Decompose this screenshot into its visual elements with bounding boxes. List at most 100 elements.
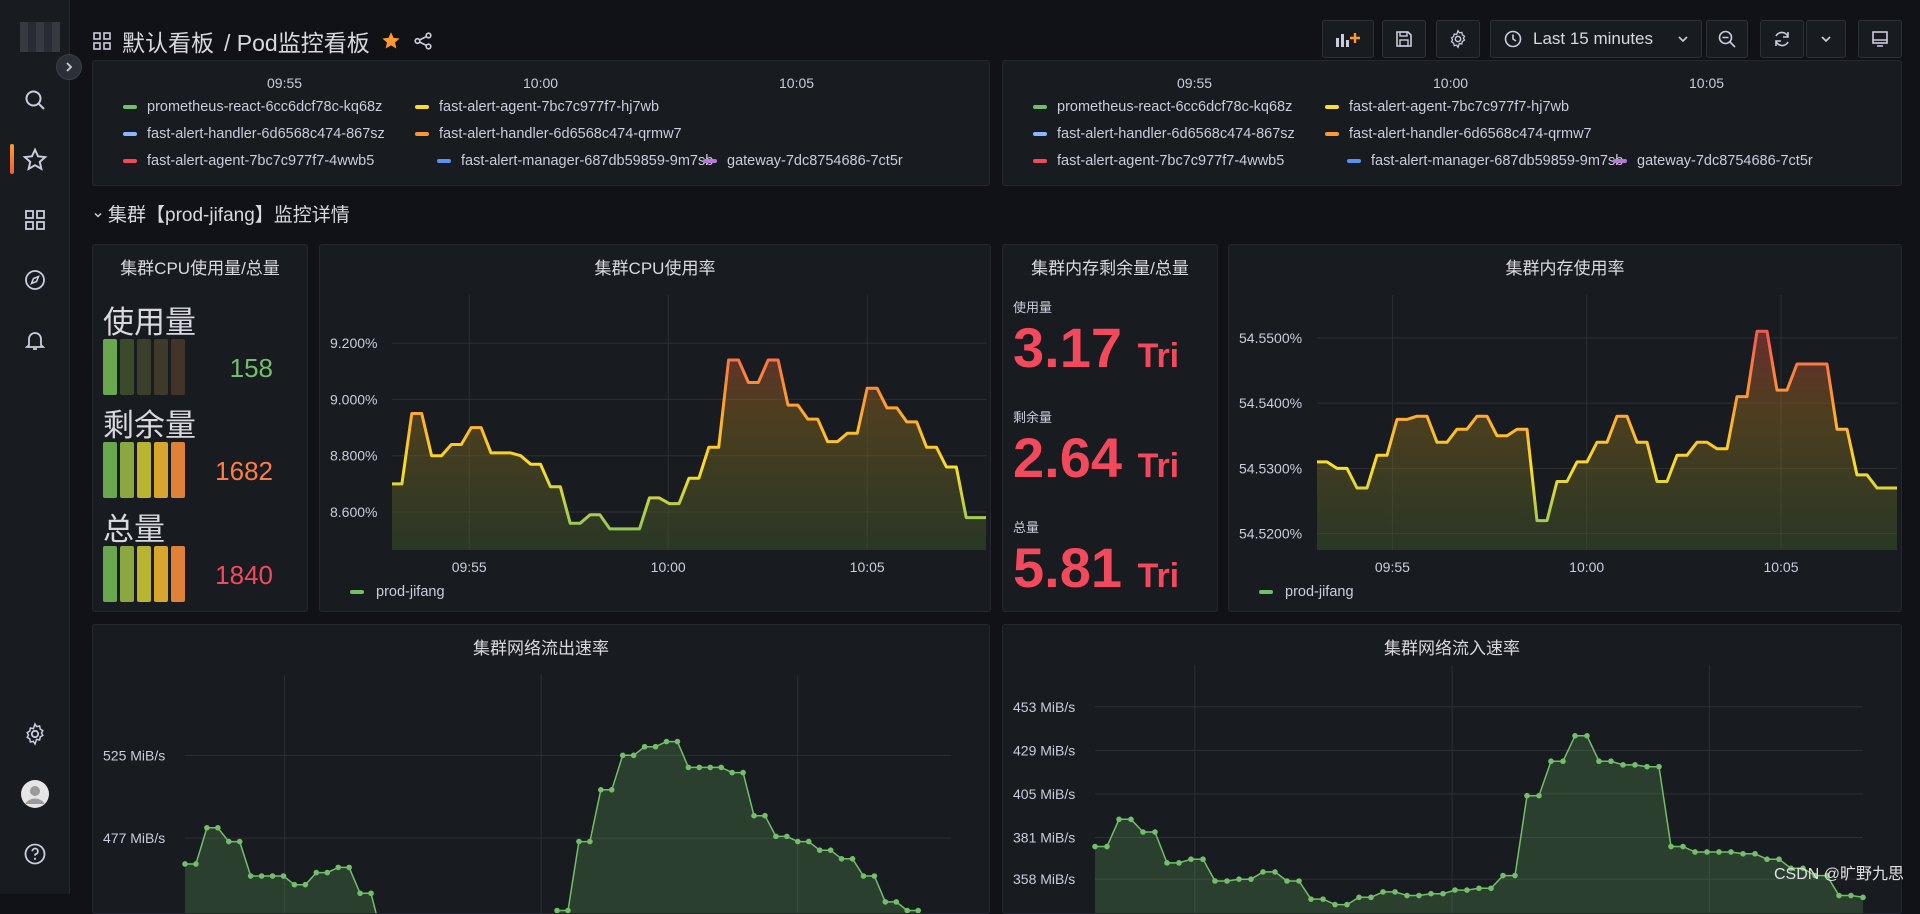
settings-gear-icon[interactable]	[20, 719, 50, 749]
data-point	[1752, 851, 1758, 857]
dashboard-settings-button[interactable]	[1436, 20, 1480, 58]
data-point	[1452, 887, 1458, 893]
legend-item[interactable]: gateway-7dc8754686-7ct5r	[1613, 153, 1813, 169]
alerting-bell-icon[interactable]	[20, 325, 50, 355]
data-point	[576, 839, 582, 845]
x-tick: 09:55	[267, 75, 302, 91]
dashboard-title[interactable]: / Pod监控看板	[224, 24, 370, 58]
data-point	[1584, 733, 1590, 739]
data-point	[1764, 856, 1770, 862]
gauge-value: 1840	[193, 560, 273, 591]
add-panel-icon	[1334, 29, 1362, 49]
legend-item[interactable]: fast-alert-handler-6d6568c474-qrmw7	[415, 126, 682, 142]
data-point	[1644, 764, 1650, 770]
panel-title[interactable]: 集群CPU使用量/总量	[93, 254, 307, 279]
data-point	[226, 839, 232, 845]
data-point	[1488, 885, 1494, 891]
x-tick-label: 10:05	[850, 559, 885, 575]
data-point	[850, 856, 856, 862]
data-point	[915, 908, 921, 914]
legend-item[interactable]: fast-alert-agent-7bc7c977f7-4wwb5	[123, 153, 374, 169]
dashboards-icon[interactable]	[20, 205, 50, 235]
logo[interactable]	[20, 22, 60, 52]
time-range-picker[interactable]: Last 15 minutes	[1490, 20, 1702, 58]
refresh-button[interactable]	[1760, 20, 1804, 58]
data-point	[839, 856, 845, 862]
csdn-watermark: CSDN @旷野九思	[1774, 860, 1904, 884]
data-point	[1704, 849, 1710, 855]
data-point	[861, 873, 867, 879]
data-point	[368, 890, 374, 896]
y-tick-label: 54.5200%	[1239, 526, 1302, 542]
data-point	[1200, 856, 1206, 862]
legend-item[interactable]: fast-alert-handler-6d6568c474-867sz	[1033, 126, 1295, 142]
dashboard-folder-link[interactable]: 默认看板	[122, 24, 214, 58]
data-point	[1212, 878, 1218, 884]
legend-item[interactable]: fast-alert-manager-687db59859-9m7sb	[437, 153, 713, 169]
legend-swatch	[1033, 159, 1047, 163]
data-point	[1464, 887, 1470, 893]
data-point	[631, 753, 637, 759]
save-icon	[1394, 29, 1414, 49]
legend-label: prod-jifang	[376, 584, 445, 600]
sidebar-expand-button[interactable]	[56, 54, 82, 80]
row-header[interactable]: 集群【prod-jifang】监控详情	[92, 200, 350, 227]
panel-title[interactable]: 集群内存剩余量/总量	[1003, 254, 1217, 279]
data-point	[1692, 849, 1698, 855]
legend-swatch	[1347, 159, 1361, 163]
data-point	[1272, 869, 1278, 875]
x-tick-label: 09:55	[1375, 559, 1410, 575]
legend-item[interactable]: fast-alert-handler-6d6568c474-867sz	[123, 126, 385, 142]
tv-mode-button[interactable]	[1858, 20, 1902, 58]
data-point	[1740, 851, 1746, 857]
legend-item[interactable]: fast-alert-manager-687db59859-9m7sb	[1347, 153, 1623, 169]
legend-item[interactable]: gateway-7dc8754686-7ct5r	[703, 153, 903, 169]
data-point	[1860, 895, 1866, 901]
legend-item[interactable]: prometheus-react-6cc6dcf78c-kq68z	[1033, 99, 1292, 115]
data-point	[1512, 873, 1518, 879]
data-point	[620, 753, 626, 759]
legend-item[interactable]: fast-alert-agent-7bc7c977f7-hj7wb	[1325, 99, 1569, 115]
search-icon[interactable]	[20, 85, 50, 115]
data-point	[346, 865, 352, 871]
legend-item[interactable]: fast-alert-agent-7bc7c977f7-4wwb5	[1033, 153, 1284, 169]
sidebar-active-indicator	[10, 144, 14, 174]
legend-swatch	[350, 590, 364, 594]
zoom-out-button[interactable]	[1706, 20, 1748, 58]
user-avatar[interactable]	[20, 779, 50, 809]
starred-icon[interactable]	[20, 145, 50, 175]
share-icon[interactable]	[412, 30, 434, 52]
data-point	[270, 873, 276, 879]
save-dashboard-button[interactable]	[1382, 20, 1426, 58]
explore-compass-icon[interactable]	[20, 265, 50, 295]
data-point	[1524, 793, 1530, 799]
legend-swatch	[1033, 132, 1047, 136]
data-point	[817, 847, 823, 853]
data-point	[1260, 869, 1266, 875]
data-point	[1344, 902, 1350, 908]
data-point	[1152, 829, 1158, 835]
star-favorite-icon[interactable]	[380, 30, 402, 52]
y-tick-label: 429 MiB/s	[1013, 742, 1075, 758]
gauge-label: 总量	[103, 504, 165, 549]
x-tick: 10:00	[523, 75, 558, 91]
stat-number: 2.64	[1013, 426, 1122, 489]
data-point	[707, 765, 713, 771]
legend-swatch	[123, 105, 137, 109]
help-icon[interactable]	[20, 839, 50, 869]
data-point	[248, 873, 254, 879]
refresh-interval-dropdown[interactable]	[1806, 20, 1846, 58]
data-point	[773, 834, 779, 840]
data-point	[806, 839, 812, 845]
legend-item[interactable]: prometheus-react-6cc6dcf78c-kq68z	[123, 99, 382, 115]
legend-item[interactable]: fast-alert-handler-6d6568c474-qrmw7	[1325, 126, 1592, 142]
add-panel-button[interactable]	[1322, 20, 1374, 58]
legend-item[interactable]: fast-alert-agent-7bc7c977f7-hj7wb	[415, 99, 659, 115]
